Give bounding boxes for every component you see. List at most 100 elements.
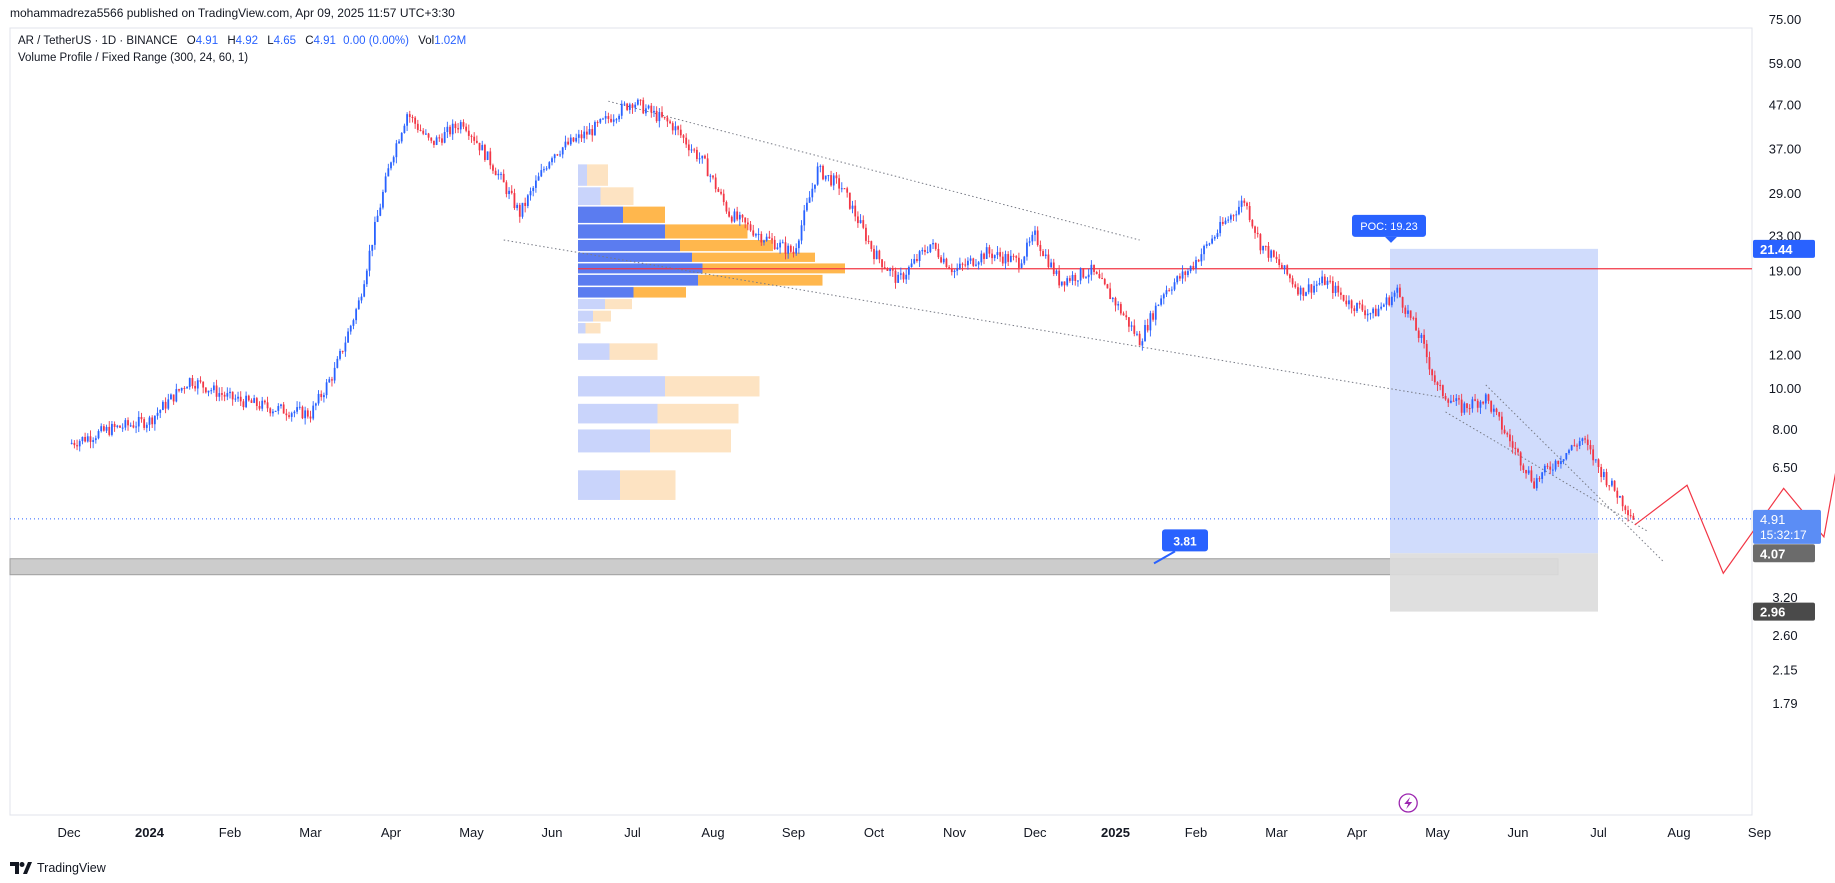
candle-body <box>1203 245 1205 255</box>
candle-body <box>1068 278 1071 281</box>
candle-body <box>1200 254 1203 262</box>
candle-body <box>1007 254 1010 262</box>
candle-body <box>1211 238 1213 244</box>
candle-body <box>806 202 808 211</box>
candle-body <box>250 400 253 403</box>
candle-body <box>875 250 878 260</box>
candle-body <box>459 122 462 130</box>
candle-body <box>108 426 111 435</box>
candle-body <box>1535 478 1538 489</box>
candle-body <box>306 410 309 417</box>
symbol-name[interactable]: AR / TetherUS · 1D · BINANCE <box>18 35 178 47</box>
candle-body <box>588 129 591 135</box>
candle-body <box>1417 330 1420 338</box>
vp-bar-up <box>578 274 698 286</box>
candle-body <box>1136 333 1138 335</box>
candle-body <box>1310 284 1313 293</box>
candle-body <box>610 118 612 122</box>
candle-body <box>881 259 883 268</box>
candle-body <box>631 104 634 108</box>
candle-body <box>653 110 655 113</box>
candle-body <box>1275 256 1278 260</box>
candle-body <box>1466 403 1468 409</box>
candle-body <box>1165 290 1168 295</box>
date-tick-label: Dec <box>1023 825 1047 840</box>
candle-body <box>1248 206 1251 221</box>
candle-body <box>266 402 269 409</box>
candle-body <box>510 190 513 194</box>
candle-body <box>854 205 857 217</box>
candle-body <box>1605 471 1608 486</box>
candle-body <box>124 420 127 428</box>
candle-body <box>1356 302 1358 311</box>
candle-body <box>258 405 261 409</box>
candle-body <box>1286 265 1289 275</box>
candle-body <box>1455 398 1458 402</box>
candle-body <box>1034 230 1036 235</box>
candle-body <box>102 426 105 431</box>
candle-body <box>1415 317 1417 331</box>
candle-body <box>771 238 773 240</box>
candle-body <box>467 130 470 136</box>
candle-body <box>143 419 146 428</box>
time-axis[interactable]: Dec 2024 Feb Mar Apr May Jun Jul Aug Sep Oct Nov Dec… <box>57 825 1771 840</box>
candle-body <box>494 170 497 176</box>
price-label-badge <box>1753 544 1815 563</box>
candle-body <box>451 123 454 135</box>
candle-body <box>1297 287 1299 295</box>
candle-body <box>497 173 500 176</box>
candle-body <box>328 379 331 383</box>
date-tick-label: Feb <box>219 825 241 840</box>
vp-bar-down <box>620 470 676 500</box>
candle-body <box>1543 465 1546 473</box>
candle-body <box>1350 300 1353 309</box>
candle-body <box>789 245 792 252</box>
date-tick-label: Apr <box>381 825 402 840</box>
price-tick-label: 8.00 <box>1772 422 1797 437</box>
candle-body <box>1632 515 1635 520</box>
candle-body <box>1525 469 1527 474</box>
candle-body <box>977 262 980 265</box>
candle-body <box>1149 313 1152 331</box>
footer-brand[interactable]: TradingView <box>37 861 106 875</box>
vp-bar-up <box>578 310 593 322</box>
vp-bar-down <box>587 164 608 186</box>
candle-body <box>97 431 100 439</box>
candle-body <box>773 239 776 250</box>
candle-body <box>921 249 924 252</box>
price-label-badge <box>1753 602 1815 621</box>
candle-body <box>374 221 376 245</box>
last-price-text: 4.91 <box>1760 512 1785 527</box>
candle-body <box>696 149 698 159</box>
candle-body <box>1396 287 1399 293</box>
footer[interactable]: TradingView <box>10 861 106 875</box>
candle-body <box>237 396 239 399</box>
candle-body <box>357 300 360 310</box>
poc-callout-pointer <box>1385 236 1397 243</box>
candle-body <box>296 407 298 412</box>
candle-body <box>953 270 956 273</box>
candle-body <box>253 398 256 403</box>
support-zone <box>9 558 1559 576</box>
candle-body <box>1474 399 1476 401</box>
candle-body <box>972 258 975 266</box>
symbol-legend[interactable]: AR / TetherUS · 1D · BINANCE O4.91 H4.92… <box>18 35 466 47</box>
candle-body <box>1128 317 1130 327</box>
lightning-icon <box>1404 797 1413 809</box>
candle-body <box>738 214 741 220</box>
candle-body <box>797 240 800 249</box>
candle-body <box>368 250 371 271</box>
candle-body <box>424 133 427 135</box>
price-axis[interactable]: 95.0075.0059.0047.0037.0029.0023.0019.00… <box>1769 0 1802 711</box>
candle-body <box>886 268 889 271</box>
candle-body <box>441 138 443 143</box>
candle-body <box>1020 263 1023 268</box>
indicator-legend[interactable]: Volume Profile / Fixed Range (300, 24, 6… <box>18 52 249 64</box>
candle-body <box>1152 313 1154 320</box>
chart-canvas[interactable]: 95.0075.0059.0047.0037.0029.0023.0019.00… <box>0 0 1835 855</box>
candle-body <box>105 426 108 431</box>
candle-body <box>1229 215 1232 220</box>
candle-body <box>744 217 747 223</box>
candle-body <box>1318 283 1321 285</box>
candle-body <box>1372 308 1374 314</box>
